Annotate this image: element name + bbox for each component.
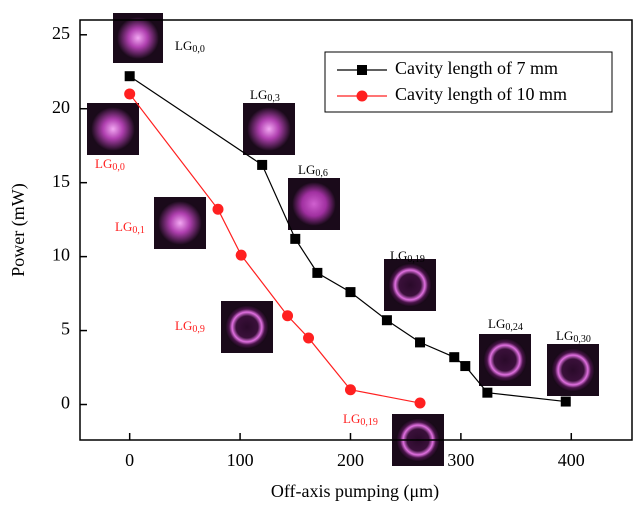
data-point (236, 250, 247, 261)
data-point (282, 310, 293, 321)
mode-label-subscript: 0,9 (192, 324, 205, 335)
data-point (415, 337, 425, 347)
legend-marker (357, 91, 368, 102)
mode-label: LG0,9 (175, 318, 205, 335)
mode-label-base: LG (250, 87, 267, 102)
mode-pattern (551, 348, 595, 392)
chart: Off-axis pumping (μm) Power (mW) 0100200… (0, 0, 635, 505)
mode-label: LG0,0 (175, 38, 205, 55)
data-point (257, 160, 267, 170)
mode-label-base: LG (175, 38, 192, 53)
mode-label-subscript: 0,30 (573, 334, 591, 345)
mode-label-subscript: 0,0 (112, 162, 125, 173)
y-tick-label: 10 (52, 245, 70, 265)
legend-label: Cavity length of 10 mm (395, 84, 567, 104)
x-tick-label: 100 (227, 450, 254, 470)
mode-label-base: LG (95, 156, 112, 171)
data-point (382, 315, 392, 325)
mode-label: LG0,0 (95, 156, 125, 173)
data-point (460, 361, 470, 371)
data-point (124, 88, 135, 99)
y-axis-label: Power (mW) (8, 183, 29, 276)
mode-label-base: LG (556, 328, 573, 343)
x-tick-label: 400 (558, 450, 585, 470)
mode-label-subscript: 0,6 (315, 168, 328, 179)
mode-pattern (158, 201, 202, 245)
mode-label-base: LG (488, 316, 505, 331)
mode-label-base: LG (115, 219, 132, 234)
data-point (415, 398, 426, 409)
data-point (213, 204, 224, 215)
y-tick-label: 20 (52, 97, 70, 117)
mode-label-subscript: 0,24 (505, 322, 523, 333)
y-tick-label: 0 (61, 393, 70, 413)
data-point (482, 388, 492, 398)
data-point (125, 71, 135, 81)
y-tick-label: 15 (52, 171, 70, 191)
data-point (345, 287, 355, 297)
mode-pattern (388, 263, 432, 307)
legend-marker (357, 65, 367, 75)
mode-label: LG0,30 (556, 328, 591, 345)
mode-label-subscript: 0,1 (132, 225, 145, 236)
mode-label-base: LG (298, 162, 315, 177)
data-point (449, 352, 459, 362)
mode-label-base: LG (175, 318, 192, 333)
mode-label: LG0,24 (488, 316, 523, 333)
mode-label: LG0,19 (343, 411, 378, 428)
mode-label: LG0,6 (298, 162, 328, 179)
mode-label: LG0,19 (390, 248, 425, 265)
mode-pattern (292, 182, 336, 226)
mode-label: LG0,1 (115, 219, 145, 236)
mode-label-subscript: 0,0 (192, 44, 205, 55)
mode-label-base: LG (390, 248, 407, 263)
mode-label-subscript: 0,19 (360, 417, 378, 428)
mode-label: LG0,3 (250, 87, 280, 104)
y-tick-label: 25 (52, 23, 70, 43)
mode-label-subscript: 0,19 (407, 254, 425, 265)
mode-label-subscript: 0,3 (267, 93, 280, 104)
data-point (345, 384, 356, 395)
data-point (561, 397, 571, 407)
x-tick-label: 200 (337, 450, 364, 470)
mode-pattern (225, 305, 269, 349)
data-point (312, 268, 322, 278)
x-tick-label: 0 (125, 450, 134, 470)
mode-label-base: LG (343, 411, 360, 426)
mode-pattern (91, 107, 135, 151)
x-axis-label: Off-axis pumping (μm) (271, 481, 439, 502)
mode-pattern (483, 338, 527, 382)
mode-pattern (117, 17, 159, 59)
data-point (303, 332, 314, 343)
x-tick-label: 300 (447, 450, 474, 470)
mode-pattern (247, 107, 291, 151)
data-point (290, 234, 300, 244)
legend-label: Cavity length of 7 mm (395, 58, 558, 78)
y-tick-label: 5 (61, 319, 70, 339)
